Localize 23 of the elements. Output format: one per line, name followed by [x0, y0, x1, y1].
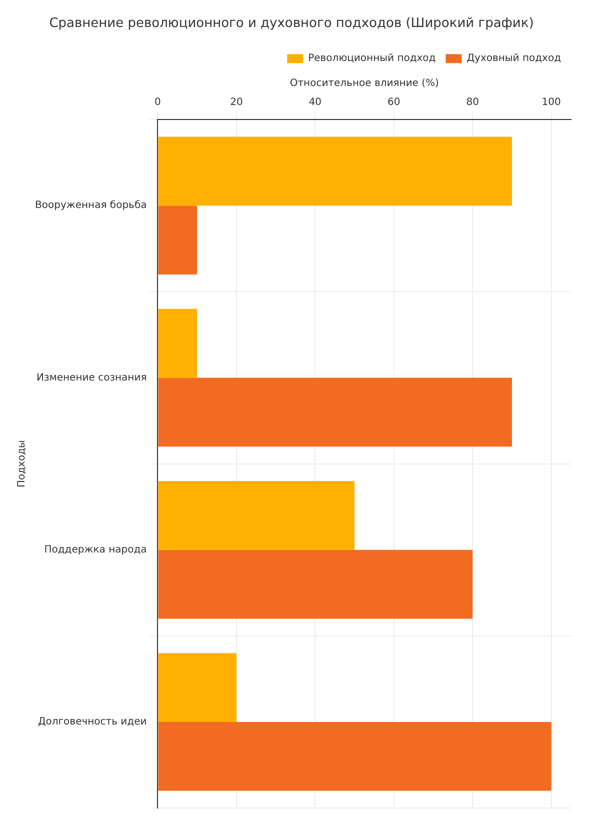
y-tick-label: Изменение сознания — [36, 372, 147, 384]
x-tick-label: 60 — [388, 97, 400, 108]
bar — [158, 136, 512, 206]
x-tick-label: 100 — [542, 97, 561, 108]
x-tick-label: 40 — [308, 97, 322, 108]
y-tick-label: Долговечность идеи — [38, 716, 147, 728]
bar — [158, 378, 512, 447]
x-tick-label: 20 — [230, 97, 243, 108]
bar — [158, 206, 198, 274]
y-tick-label: Вооруженная борьба — [34, 200, 147, 212]
bar — [158, 308, 198, 378]
y-tick-label: Поддержка народа — [44, 544, 147, 556]
bar — [158, 722, 552, 791]
legend-label: Революционный подход — [308, 53, 436, 64]
bar — [158, 653, 236, 722]
x-tick-label: 0 — [154, 97, 161, 108]
bar — [158, 550, 473, 619]
bar — [158, 481, 355, 550]
x-axis-title: Относительное влияние (%) — [290, 78, 440, 90]
chart-title: Сравнение революционного и духовного подходов (Широкий график) — [49, 16, 534, 32]
legend-label: Духовный подход — [466, 53, 562, 64]
x-tick-label: 80 — [466, 97, 479, 108]
y-axis-title: Подходы — [16, 440, 28, 488]
